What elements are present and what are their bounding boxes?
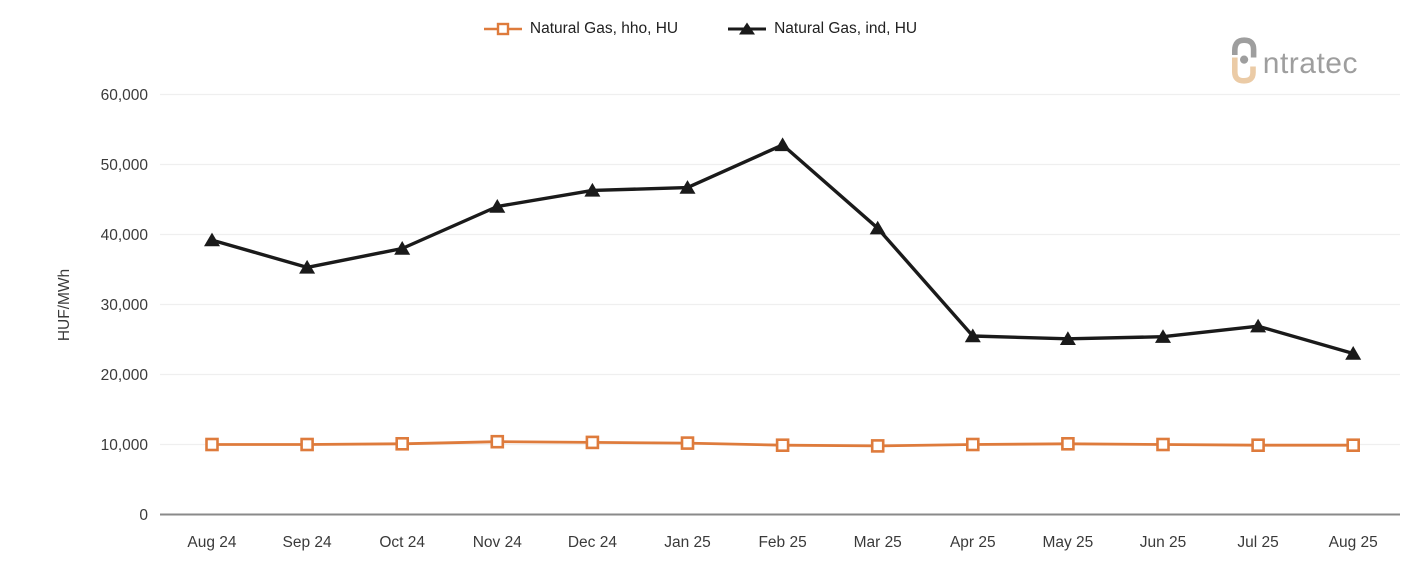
data-point-square[interactable] [870, 439, 885, 453]
data-point-square[interactable] [395, 436, 410, 451]
data-point-triangle[interactable] [1250, 318, 1267, 333]
x-tick-label: Jan 25 [664, 534, 711, 551]
data-point-triangle[interactable] [869, 220, 886, 235]
x-tick-label: Mar 25 [854, 534, 902, 551]
x-tick-label: Dec 24 [568, 534, 617, 551]
data-point-triangle[interactable] [394, 241, 411, 255]
y-tick-label: 40,000 [101, 227, 149, 244]
legend-item-natural-gas-hho[interactable]: Natural Gas, hho, HU [483, 20, 679, 38]
y-tick-label: 20,000 [101, 367, 149, 384]
data-point-triangle[interactable] [1059, 331, 1076, 345]
x-tick-label: May 25 [1042, 534, 1093, 551]
legend-marker-triangle [739, 22, 756, 35]
data-point-square[interactable] [1251, 438, 1265, 453]
y-tick-label: 50,000 [101, 157, 149, 174]
y-tick-label: 0 [139, 507, 148, 524]
legend-marker-square [496, 22, 510, 36]
data-point-triangle[interactable] [204, 232, 220, 247]
data-point-square[interactable] [680, 436, 695, 450]
intratec-logo-text: ntratec [1262, 47, 1358, 80]
data-point-square[interactable] [585, 435, 600, 450]
y-tick-label: 10,000 [101, 437, 149, 454]
data-point-square[interactable] [965, 437, 980, 452]
data-point-triangle[interactable] [584, 182, 601, 197]
legend-triangle-marker-icon [728, 21, 767, 37]
legend-square-marker-icon [483, 21, 522, 37]
series-line-ind [210, 143, 1355, 356]
data-point-triangle[interactable] [679, 180, 696, 194]
x-tick-label: Aug 25 [1329, 534, 1378, 551]
x-tick-label: Apr 25 [950, 534, 996, 551]
x-tick-label: Jul 25 [1237, 534, 1278, 551]
x-tick-label: Nov 24 [473, 534, 522, 551]
x-tick-label: Sep 24 [283, 534, 333, 551]
intratec-logo: ntratec [1229, 37, 1358, 84]
legend-label-hho: Natural Gas, hho, HU [529, 20, 679, 37]
x-tick-label: Oct 24 [379, 534, 425, 551]
data-point-square[interactable] [775, 438, 790, 453]
data-point-square[interactable] [1346, 438, 1360, 453]
data-point-triangle[interactable] [774, 137, 791, 152]
intratec-logo-mark-icon [1231, 37, 1257, 84]
data-point-triangle[interactable] [964, 328, 981, 343]
legend: Natural Gas, hho, HU Natural Gas, ind, H… [0, 20, 1401, 38]
data-point-triangle[interactable] [299, 259, 316, 274]
data-point-square[interactable] [1061, 436, 1075, 451]
data-point-triangle[interactable] [489, 199, 506, 213]
data-point-square[interactable] [300, 437, 314, 452]
x-tick-label: Aug 24 [187, 534, 237, 551]
data-point-triangle[interactable] [1155, 329, 1171, 343]
y-tick-label: 30,000 [101, 297, 149, 314]
x-tick-label: Jun 25 [1140, 534, 1187, 551]
data-point-triangle[interactable] [1345, 346, 1362, 360]
data-point-square[interactable] [490, 434, 505, 449]
data-point-square[interactable] [205, 437, 219, 452]
y-tick-label: 60,000 [101, 87, 149, 104]
data-point-square[interactable] [1156, 437, 1170, 452]
legend-item-natural-gas-ind[interactable]: Natural Gas, ind, HU [728, 20, 917, 38]
legend-label-ind: Natural Gas, ind, HU [774, 20, 918, 37]
x-tick-label: Feb 25 [758, 534, 806, 551]
